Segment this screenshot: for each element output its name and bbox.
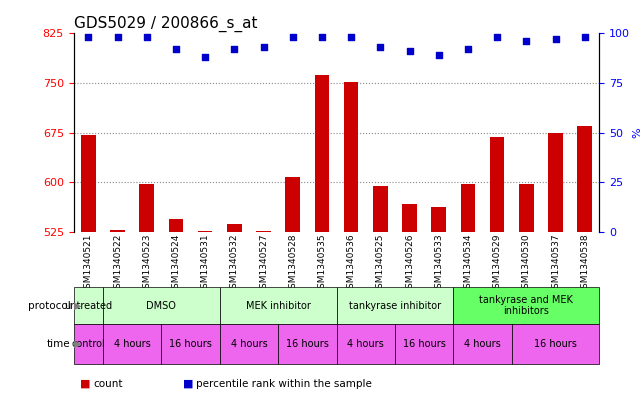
Text: ▶: ▶ xyxy=(74,339,82,349)
Bar xyxy=(220,324,278,364)
Text: GSM1340521: GSM1340521 xyxy=(84,233,93,294)
Bar xyxy=(578,126,592,232)
Bar xyxy=(461,184,475,232)
Bar xyxy=(110,230,125,232)
Text: GSM1340531: GSM1340531 xyxy=(201,233,210,294)
Text: control: control xyxy=(71,339,105,349)
Text: untreated: untreated xyxy=(64,301,112,310)
Bar xyxy=(395,324,453,364)
Text: tankyrase and MEK
inhibitors: tankyrase and MEK inhibitors xyxy=(479,295,573,316)
Bar xyxy=(403,204,417,232)
Bar xyxy=(490,137,504,232)
Bar xyxy=(74,287,103,324)
Text: 16 hours: 16 hours xyxy=(286,339,329,349)
Text: ▶: ▶ xyxy=(74,301,82,310)
Point xyxy=(288,34,298,40)
Point xyxy=(112,34,122,40)
Text: GSM1340524: GSM1340524 xyxy=(171,233,180,294)
Point xyxy=(83,34,94,40)
Point xyxy=(521,38,531,44)
Text: GSM1340525: GSM1340525 xyxy=(376,233,385,294)
Text: time: time xyxy=(47,339,71,349)
Bar xyxy=(278,324,337,364)
Text: GSM1340527: GSM1340527 xyxy=(259,233,268,294)
Point xyxy=(317,34,327,40)
Bar xyxy=(285,177,300,232)
Text: ■: ■ xyxy=(183,379,193,389)
Text: GSM1340530: GSM1340530 xyxy=(522,233,531,294)
Bar xyxy=(140,184,154,232)
Text: GSM1340536: GSM1340536 xyxy=(347,233,356,294)
Text: GSM1340534: GSM1340534 xyxy=(463,233,472,294)
Text: GSM1340523: GSM1340523 xyxy=(142,233,151,294)
Point xyxy=(492,34,503,40)
Text: protocol: protocol xyxy=(28,301,71,310)
Text: tankyrase inhibitor: tankyrase inhibitor xyxy=(349,301,441,310)
Bar xyxy=(519,184,533,232)
Bar xyxy=(315,75,329,232)
Text: count: count xyxy=(93,379,122,389)
Bar xyxy=(344,82,358,232)
Bar xyxy=(548,133,563,232)
Text: percentile rank within the sample: percentile rank within the sample xyxy=(196,379,371,389)
Bar xyxy=(227,224,242,232)
Bar xyxy=(337,324,395,364)
Text: GSM1340526: GSM1340526 xyxy=(405,233,414,294)
Text: ■: ■ xyxy=(80,379,90,389)
Bar xyxy=(103,287,220,324)
Text: 4 hours: 4 hours xyxy=(464,339,501,349)
Bar xyxy=(512,324,599,364)
Bar xyxy=(162,324,220,364)
Bar xyxy=(103,324,162,364)
Point xyxy=(142,34,152,40)
Text: 16 hours: 16 hours xyxy=(403,339,445,349)
Text: GSM1340532: GSM1340532 xyxy=(230,233,239,294)
Bar xyxy=(169,219,183,232)
Point xyxy=(463,46,473,52)
Text: GSM1340537: GSM1340537 xyxy=(551,233,560,294)
Bar xyxy=(81,135,96,232)
Text: GSM1340529: GSM1340529 xyxy=(493,233,502,294)
Bar xyxy=(220,287,337,324)
Text: DMSO: DMSO xyxy=(146,301,176,310)
Text: MEK inhibitor: MEK inhibitor xyxy=(246,301,310,310)
Text: 4 hours: 4 hours xyxy=(347,339,384,349)
Text: GDS5029 / 200866_s_at: GDS5029 / 200866_s_at xyxy=(74,16,257,32)
Bar xyxy=(453,287,599,324)
Point xyxy=(346,34,356,40)
Point xyxy=(171,46,181,52)
Text: GSM1340535: GSM1340535 xyxy=(317,233,326,294)
Point xyxy=(375,44,385,50)
Text: GSM1340538: GSM1340538 xyxy=(580,233,589,294)
Point xyxy=(404,48,415,54)
Text: GSM1340533: GSM1340533 xyxy=(434,233,443,294)
Bar xyxy=(453,324,512,364)
Bar xyxy=(431,208,446,232)
Point xyxy=(551,36,561,42)
Bar xyxy=(256,231,271,232)
Text: 16 hours: 16 hours xyxy=(169,339,212,349)
Bar xyxy=(337,287,453,324)
Text: 4 hours: 4 hours xyxy=(113,339,151,349)
Text: GSM1340522: GSM1340522 xyxy=(113,233,122,294)
Y-axis label: %: % xyxy=(633,127,641,138)
Point xyxy=(200,54,210,61)
Bar xyxy=(198,231,212,232)
Bar xyxy=(373,185,388,232)
Point xyxy=(579,34,590,40)
Point xyxy=(229,46,240,52)
Text: GSM1340528: GSM1340528 xyxy=(288,233,297,294)
Text: 4 hours: 4 hours xyxy=(231,339,267,349)
Text: 16 hours: 16 hours xyxy=(534,339,577,349)
Bar xyxy=(74,324,103,364)
Point xyxy=(258,44,269,50)
Point xyxy=(433,52,444,59)
